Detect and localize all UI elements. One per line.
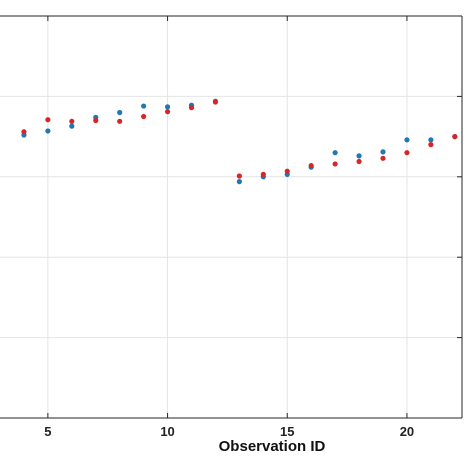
series-1-point-16 — [404, 150, 410, 156]
x-tick-label-1: 10 — [160, 424, 174, 439]
series-1-point-2 — [69, 118, 75, 124]
series-1-point-7 — [188, 105, 195, 111]
series-0 — [21, 98, 458, 185]
series-0-point-1 — [45, 128, 51, 134]
series-1-point-6 — [164, 109, 171, 115]
series-1 — [21, 99, 458, 179]
series-1-point-4 — [117, 118, 123, 124]
series-0-point-16 — [404, 137, 410, 143]
series-0-point-9 — [236, 179, 242, 185]
series-1-point-8 — [212, 99, 219, 105]
series-1-point-13 — [332, 161, 338, 167]
series-1-point-14 — [356, 158, 362, 165]
series-0-point-6 — [164, 104, 171, 110]
points-layer — [21, 98, 458, 185]
plot-frame — [0, 15, 463, 419]
series-1-point-3 — [93, 117, 99, 124]
x-axis-title: Observation ID — [219, 438, 326, 455]
x-tick-label-0: 5 — [44, 424, 51, 439]
series-1-point-0 — [21, 129, 27, 135]
series-1-point-1 — [45, 117, 51, 123]
series-1-point-17 — [428, 142, 434, 148]
grid-layer — [0, 16, 462, 418]
series-1-point-10 — [260, 171, 266, 177]
series-1-point-12 — [308, 162, 314, 169]
series-1-point-18 — [452, 134, 458, 140]
series-0-point-5 — [141, 103, 147, 109]
x-tick-label-2: 15 — [280, 424, 294, 439]
series-0-point-17 — [428, 137, 434, 143]
series-0-point-4 — [117, 109, 123, 116]
series-1-point-5 — [141, 113, 147, 120]
series-1-point-9 — [236, 173, 242, 179]
series-0-point-2 — [69, 123, 75, 129]
series-0-point-13 — [332, 150, 338, 156]
series-0-point-15 — [380, 149, 386, 155]
series-1-point-11 — [284, 168, 290, 174]
series-1-point-15 — [380, 155, 386, 161]
x-tick-labels: 5 10 15 20 — [44, 424, 414, 439]
x-tick-label-3: 20 — [400, 424, 414, 439]
series-0-point-14 — [356, 153, 362, 159]
